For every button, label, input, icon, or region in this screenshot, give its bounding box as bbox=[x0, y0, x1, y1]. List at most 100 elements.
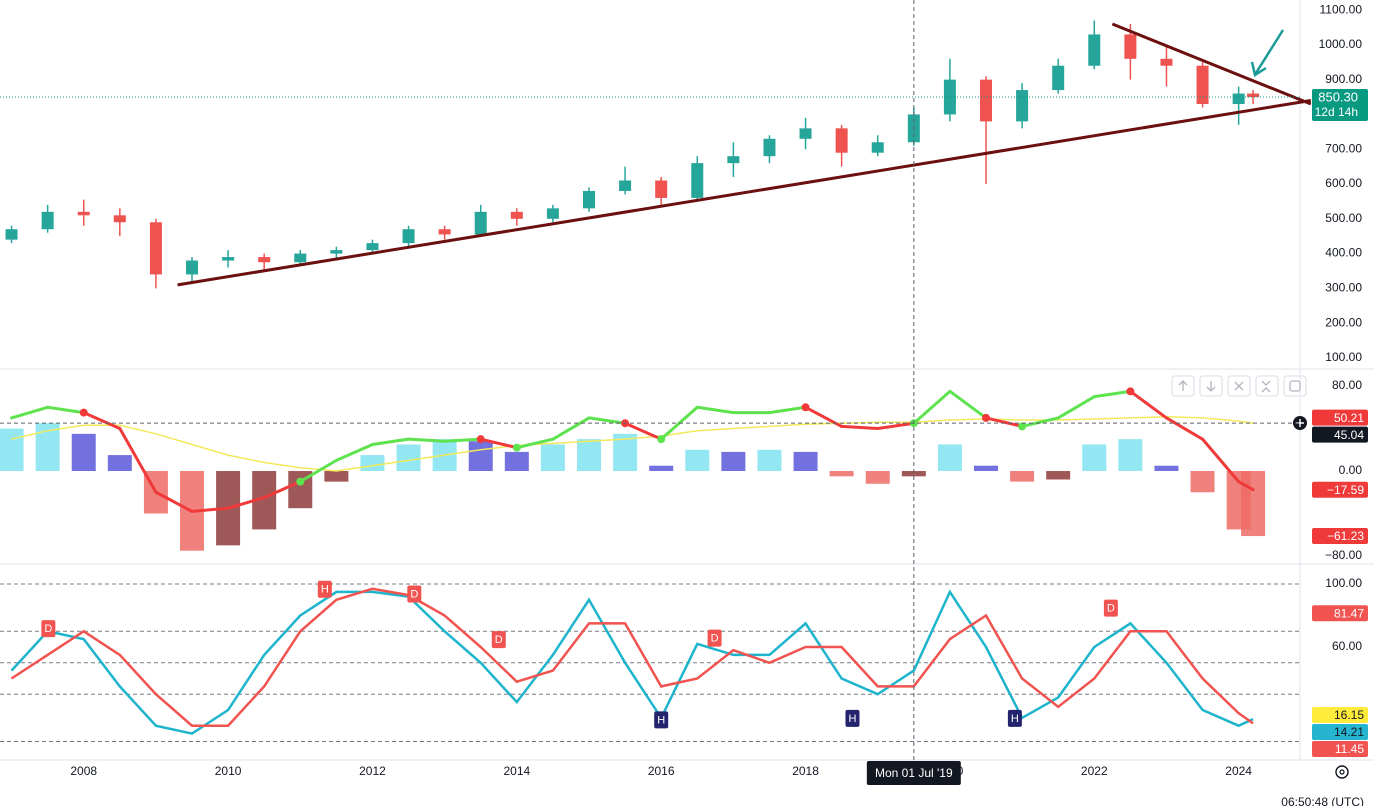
oscillator-line bbox=[118, 427, 158, 494]
oscillator-line bbox=[46, 405, 86, 415]
value-badge-label: 81.47 bbox=[1334, 606, 1364, 620]
cross-dot bbox=[476, 435, 485, 444]
move-up-button[interactable] bbox=[1171, 375, 1195, 397]
candle-body bbox=[258, 257, 271, 263]
value-badge-label: 14.21 bbox=[1334, 725, 1364, 739]
divergence-marker bbox=[1103, 599, 1118, 617]
histogram-bar bbox=[901, 471, 926, 477]
icon bbox=[1206, 381, 1216, 392]
x-tick-label: 2010 bbox=[215, 764, 242, 778]
histogram-bar bbox=[649, 465, 674, 472]
last-price-label: 850.30 bbox=[1318, 89, 1358, 104]
value-badge bbox=[1312, 528, 1368, 545]
y-tick-label: −80.00 bbox=[1325, 548, 1362, 562]
oscillator-line bbox=[767, 405, 808, 415]
crosshair-time-label: Mon 01 Jul '19 bbox=[875, 766, 953, 780]
arrow-shaft bbox=[1254, 29, 1285, 74]
gear-icon-center bbox=[1339, 769, 1345, 775]
candle-body bbox=[330, 250, 343, 254]
divergence-marker-label: D bbox=[410, 588, 418, 600]
stochastic-line bbox=[10, 587, 1254, 727]
y-tick-label: 400.00 bbox=[1325, 246, 1362, 260]
y-tick-label: 300.00 bbox=[1325, 281, 1362, 295]
trendline bbox=[177, 99, 1312, 287]
value-badge-label: 16.15 bbox=[1334, 708, 1364, 722]
histogram-bar bbox=[829, 471, 854, 477]
candle-body bbox=[1088, 34, 1101, 66]
candle-body bbox=[835, 128, 848, 153]
y-tick-label: 80.00 bbox=[1332, 378, 1362, 392]
divergence-marker bbox=[707, 629, 722, 647]
candle-body bbox=[1232, 93, 1245, 104]
oscillator-line bbox=[1128, 389, 1168, 420]
candle-body bbox=[871, 142, 884, 153]
oscillator-line bbox=[407, 437, 447, 443]
candle-body bbox=[1247, 93, 1260, 98]
value-badge bbox=[1312, 481, 1368, 498]
cross-dot bbox=[296, 477, 305, 486]
oscillator-line bbox=[1201, 437, 1241, 484]
trendline bbox=[1111, 22, 1312, 106]
candle-body bbox=[186, 260, 199, 275]
move-down-button[interactable] bbox=[1199, 375, 1223, 397]
settings-button[interactable] bbox=[1335, 765, 1349, 779]
oscillator-line bbox=[551, 416, 591, 441]
oscillator-line bbox=[1092, 389, 1132, 399]
candle-body bbox=[77, 211, 90, 216]
candle-body bbox=[149, 222, 162, 275]
candle-body bbox=[763, 138, 776, 157]
x-tick-label: 2012 bbox=[359, 764, 386, 778]
oscillator-line bbox=[1164, 416, 1205, 441]
candle-body bbox=[366, 243, 379, 251]
candle-body bbox=[402, 229, 415, 244]
value-badge bbox=[1312, 741, 1368, 757]
candle-body bbox=[41, 211, 54, 230]
histogram-bar bbox=[721, 451, 746, 472]
histogram-bar bbox=[1118, 439, 1143, 472]
oscillator-line bbox=[479, 437, 519, 450]
cross-dot bbox=[657, 435, 666, 444]
candle-body bbox=[799, 128, 812, 139]
candle-body bbox=[1052, 65, 1065, 91]
oscillator-line bbox=[912, 389, 952, 425]
divergence-marker-label: D bbox=[711, 632, 719, 644]
oscillator-line bbox=[876, 421, 916, 431]
y-tick-label: 100.00 bbox=[1325, 350, 1362, 364]
histogram-bar bbox=[504, 451, 529, 472]
value-badge-label: 11.45 bbox=[1335, 742, 1364, 756]
annotation-arrow bbox=[1250, 29, 1285, 78]
y-tick-label: 200.00 bbox=[1325, 315, 1362, 329]
histogram-bar bbox=[0, 428, 24, 472]
candle-body bbox=[980, 79, 993, 122]
maximize-pane-button[interactable] bbox=[1283, 375, 1307, 397]
oscillator-line bbox=[695, 405, 735, 415]
oscillator-line bbox=[1020, 416, 1060, 428]
oscillator-line bbox=[840, 424, 880, 431]
candle-body bbox=[727, 156, 740, 164]
candle-body bbox=[5, 229, 18, 240]
value-badge-label: −17.59 bbox=[1327, 483, 1364, 497]
y-tick-label: 0.00 bbox=[1339, 463, 1363, 477]
countdown-label: 12d 14h bbox=[1315, 105, 1358, 119]
value-badge bbox=[1312, 707, 1368, 723]
oscillator-line bbox=[370, 437, 411, 446]
candle-body bbox=[1160, 58, 1173, 66]
collapse-pane-button[interactable] bbox=[1255, 375, 1279, 397]
histogram-bar bbox=[1046, 471, 1071, 480]
histogram-bar bbox=[685, 449, 710, 472]
histogram-bar bbox=[974, 465, 999, 472]
histogram-bar bbox=[1241, 471, 1266, 537]
y-tick-label: 700.00 bbox=[1325, 141, 1362, 155]
oscillator-line bbox=[298, 458, 338, 484]
y-tick-label: 100.00 bbox=[1325, 576, 1362, 590]
oscillator-line bbox=[1237, 480, 1255, 492]
oscillator-line bbox=[190, 506, 230, 513]
clock: 06:50:48 (UTC) bbox=[1281, 795, 1364, 806]
oscillator-line bbox=[10, 405, 50, 420]
histogram-bar bbox=[1190, 471, 1215, 493]
oscillator-line bbox=[154, 490, 194, 513]
divergence-marker-label: D bbox=[44, 623, 52, 635]
cross-dot bbox=[1018, 422, 1027, 431]
y-tick-label: 500.00 bbox=[1325, 211, 1362, 225]
close-pane-button[interactable] bbox=[1227, 375, 1251, 397]
